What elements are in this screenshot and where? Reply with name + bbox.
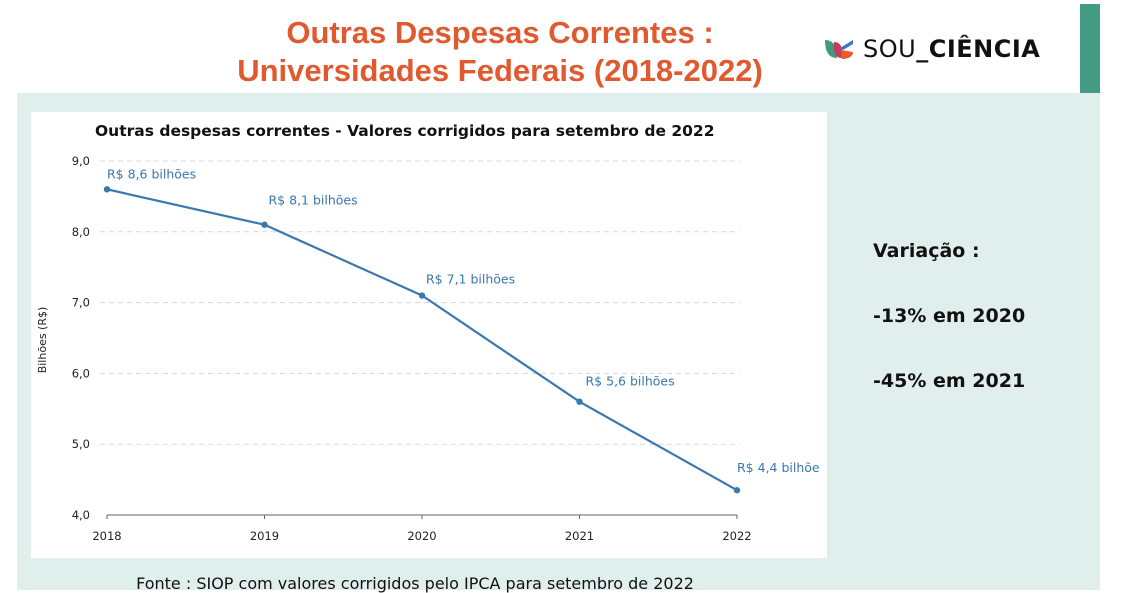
variation-heading: Variação : bbox=[873, 240, 980, 262]
y-axis-label: Bilhões (R$) bbox=[36, 307, 49, 374]
x-axis: 2018 2019 2020 2021 2022 bbox=[92, 514, 752, 543]
logo-text-light: SOU bbox=[863, 35, 917, 63]
y-tick-labels: 4,0 5,0 6,0 7,0 8,0 9,0 bbox=[72, 154, 90, 522]
series-line bbox=[106, 188, 738, 492]
x-tick-label: 2021 bbox=[565, 529, 594, 543]
logo: SOU_CIÊNCIA bbox=[825, 33, 1040, 65]
x-tick-label: 2019 bbox=[250, 529, 279, 543]
x-tick-label: 2020 bbox=[407, 529, 436, 543]
grid-lines bbox=[100, 160, 740, 445]
data-label: R$ 8,6 bilhões bbox=[107, 166, 196, 181]
y-tick-label: 8,0 bbox=[72, 225, 90, 239]
logo-text-bold: _CIÊNCIA bbox=[916, 35, 1041, 63]
data-point bbox=[576, 398, 583, 405]
slide-title-line-2: Universidades Federais (2018-2022) bbox=[237, 53, 763, 88]
y-tick-label: 6,0 bbox=[72, 366, 90, 380]
y-tick-label: 5,0 bbox=[72, 437, 90, 451]
sou-ciencia-leaf-logo-icon bbox=[825, 40, 853, 59]
x-tick-label: 2022 bbox=[722, 529, 751, 543]
data-label: R$ 5,6 bilhões bbox=[586, 374, 675, 389]
data-point bbox=[103, 186, 111, 193]
logo-text: SOU_CIÊNCIA bbox=[863, 35, 1040, 63]
data-point bbox=[261, 221, 268, 228]
x-tick-label: 2018 bbox=[92, 529, 121, 543]
source-note: Fonte : SIOP com valores corrigidos pelo… bbox=[136, 574, 694, 593]
slide-title-line-1: Outras Despesas Correntes : bbox=[286, 15, 714, 50]
accent-bar bbox=[1080, 4, 1100, 93]
data-point bbox=[733, 487, 741, 494]
y-tick-label: 7,0 bbox=[72, 296, 90, 310]
variation-item-2020: -13% em 2020 bbox=[873, 305, 1026, 327]
data-point bbox=[418, 292, 426, 299]
chart-card bbox=[31, 112, 827, 558]
variation-item-2021: -45% em 2021 bbox=[873, 370, 1026, 392]
data-label: R$ 7,1 bilhões bbox=[426, 272, 515, 287]
data-label: R$ 4,4 bilhõe bbox=[737, 460, 820, 475]
chart-title: Outras despesas correntes - Valores corr… bbox=[95, 122, 715, 140]
series: R$ 8,6 bilhões R$ 8,1 bilhões R$ 7,1 bilhõ… bbox=[103, 166, 820, 494]
y-tick-label: 4,0 bbox=[72, 508, 90, 522]
slide-title: Outras Despesas Correntes : Universidade… bbox=[0, 14, 1000, 90]
data-label: R$ 8,1 bilhões bbox=[269, 193, 358, 208]
y-tick-label: 9,0 bbox=[72, 154, 90, 168]
